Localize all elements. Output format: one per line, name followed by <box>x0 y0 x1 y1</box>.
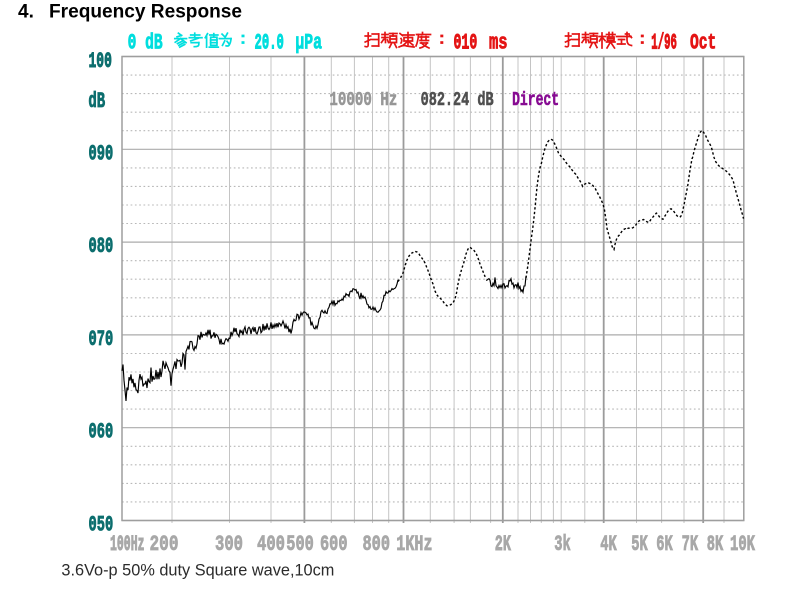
svg-text:1KHz: 1KHz <box>396 532 432 558</box>
svg-text:0 dB: 0 dB <box>128 29 163 55</box>
svg-text:060: 060 <box>89 421 114 445</box>
svg-text:6K: 6K <box>656 533 673 557</box>
svg-text:μPa: μPa <box>295 29 322 55</box>
svg-text:3k: 3k <box>554 533 571 557</box>
svg-text:10000 Hz: 10000 Hz <box>329 90 397 112</box>
svg-text:Oct: Oct <box>690 29 716 55</box>
svg-text:080: 080 <box>89 235 114 259</box>
svg-text:8K: 8K <box>707 533 724 557</box>
svg-text:3.6Vo-p 50% duty Square wave,1: 3.6Vo-p 50% duty Square wave,10cm <box>61 562 334 580</box>
svg-text:500: 500 <box>286 532 314 557</box>
svg-text:5K: 5K <box>631 533 648 557</box>
svg-text:10K: 10K <box>730 534 755 558</box>
svg-text:400: 400 <box>257 532 285 557</box>
svg-text:070: 070 <box>89 328 114 352</box>
svg-text:090: 090 <box>89 143 114 167</box>
svg-text:Frequency Response: Frequency Response <box>49 2 242 23</box>
svg-text:7K: 7K <box>682 533 699 557</box>
svg-text:600: 600 <box>320 532 348 557</box>
svg-text:100Hz: 100Hz <box>110 533 145 558</box>
svg-text:300: 300 <box>215 532 243 557</box>
svg-text:4.: 4. <box>18 2 34 23</box>
svg-text:200: 200 <box>150 532 179 557</box>
svg-text:4K: 4K <box>600 533 617 557</box>
svg-text:ms: ms <box>489 30 508 56</box>
svg-text:100: 100 <box>89 50 112 74</box>
svg-text:Direct: Direct <box>512 90 559 112</box>
svg-text:082.24 dB: 082.24 dB <box>421 90 494 112</box>
svg-text:1/96: 1/96 <box>651 30 677 56</box>
svg-text:010: 010 <box>454 31 478 55</box>
svg-text:20.0: 20.0 <box>255 31 284 56</box>
svg-text:050: 050 <box>89 514 114 538</box>
svg-text:800: 800 <box>363 532 391 557</box>
svg-text:dB: dB <box>88 90 105 114</box>
svg-text:2K: 2K <box>495 533 511 557</box>
